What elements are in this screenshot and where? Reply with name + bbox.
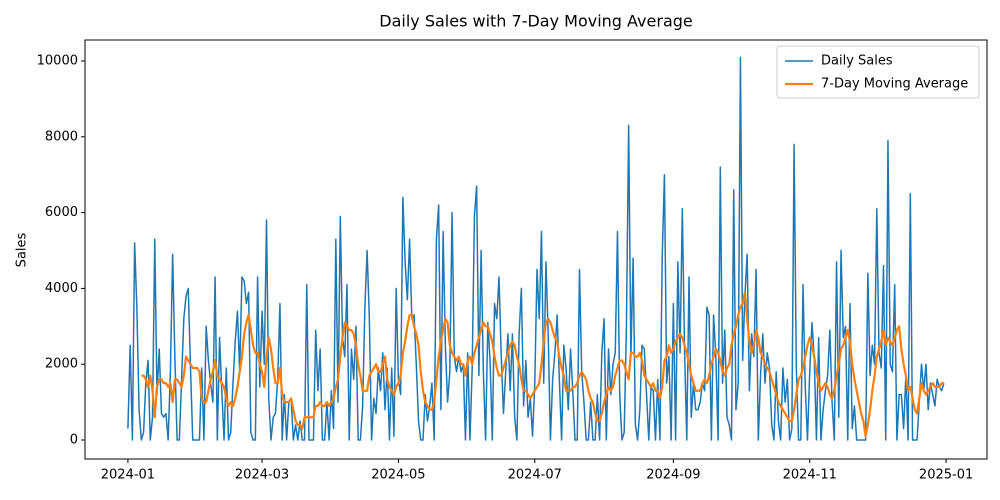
plot-frame: [84, 39, 988, 460]
x-tick-label: 2024-03: [235, 468, 289, 483]
x-tick-label: 2024-09: [646, 468, 700, 483]
legend-label: Daily Sales: [821, 54, 893, 69]
y-tick-label: 4000: [45, 281, 78, 296]
y-tick-label: 10000: [37, 53, 78, 68]
y-tick-label: 2000: [45, 357, 78, 372]
y-axis-label: Sales: [15, 232, 30, 267]
x-tick-label: 2024-07: [508, 468, 562, 483]
chart-title: Daily Sales with 7-Day Moving Average: [379, 12, 693, 31]
legend-label: 7-Day Moving Average: [821, 77, 968, 92]
y-tick-label: 8000: [45, 129, 78, 144]
x-tick-label: 2025-01: [919, 468, 973, 483]
y-tick-label: 0: [70, 433, 78, 448]
x-tick-label: 2024-11: [783, 468, 837, 483]
legend-box: [776, 45, 980, 99]
y-tick-label: 6000: [45, 205, 78, 220]
series-line: [127, 56, 945, 441]
x-tick-label: 2024-01: [101, 468, 155, 483]
x-tick-label: 2024-05: [371, 468, 425, 483]
series-line: [141, 291, 944, 438]
